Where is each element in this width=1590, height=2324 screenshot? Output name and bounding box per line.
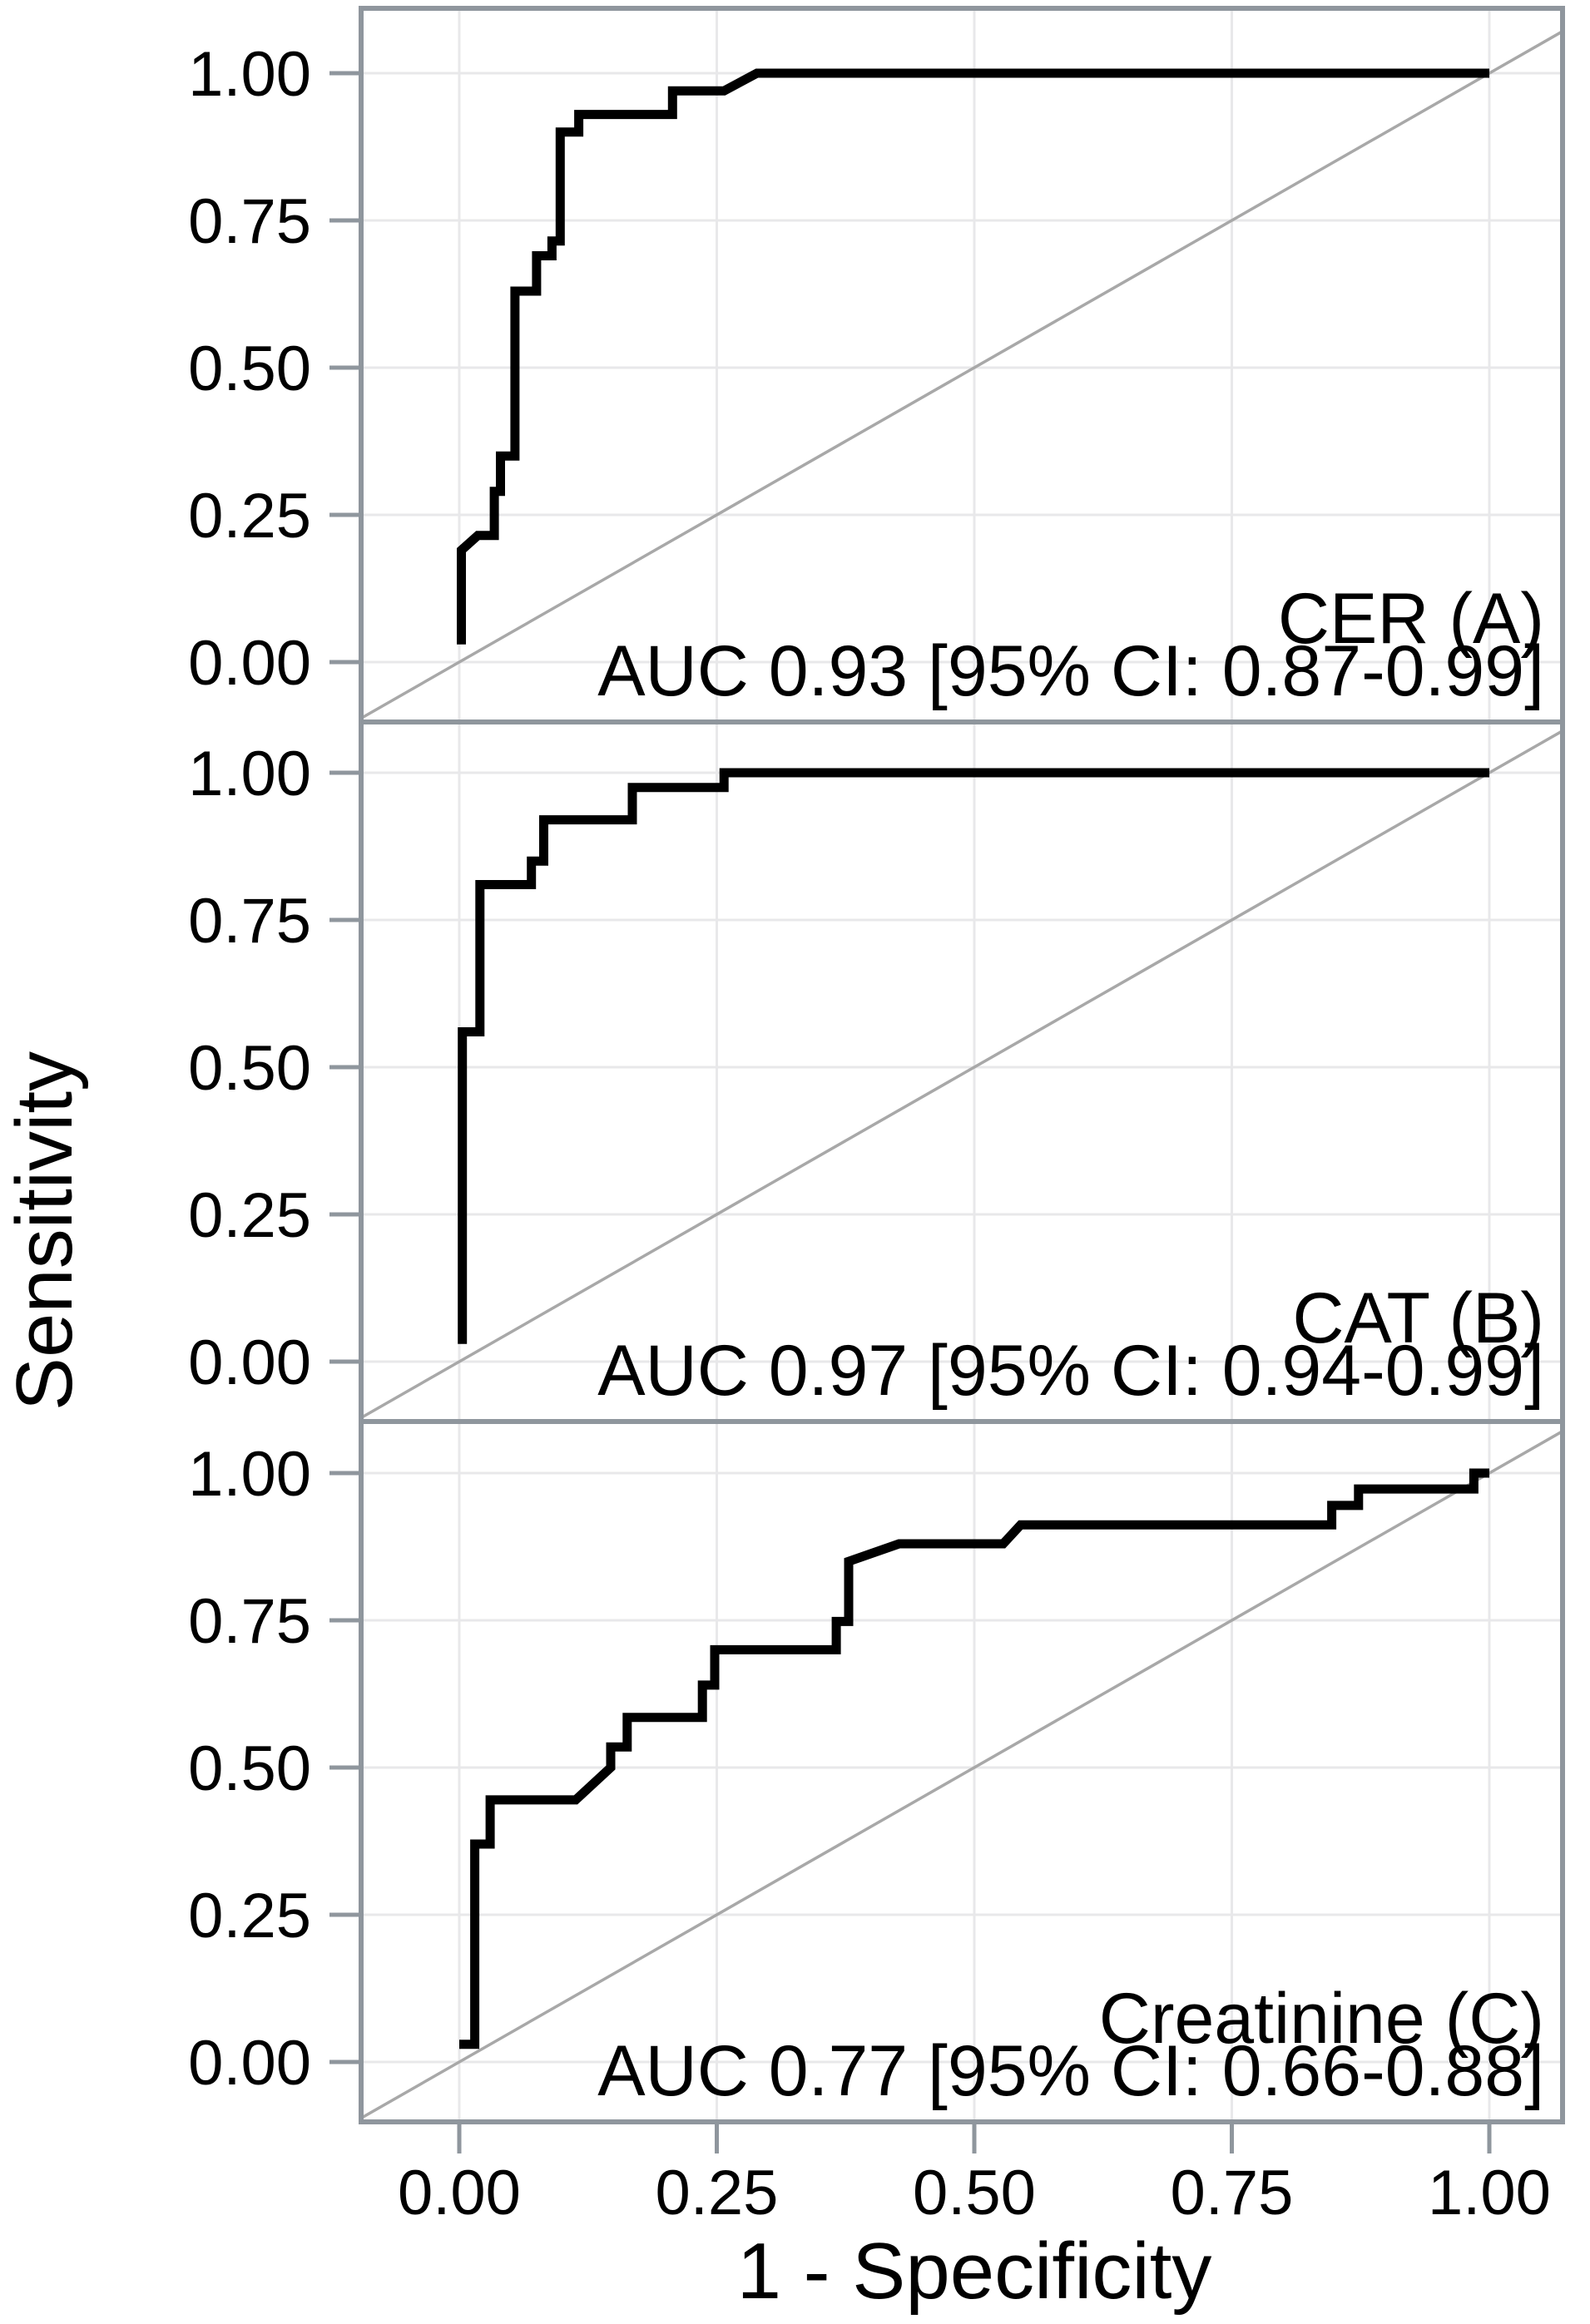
x-tick-label: 1.00 <box>1428 2158 1551 2228</box>
panel-label: CER (A) <box>1278 579 1544 659</box>
y-tick-label: 0.50 <box>188 1033 311 1104</box>
y-tick-label: 0.00 <box>188 1328 311 1398</box>
x-axis: 0.00 0.25 0.50 0.75 1.00 <box>398 2122 1551 2228</box>
y-tick-label: 1.00 <box>188 739 311 809</box>
y-tick-label: 0.75 <box>188 1586 311 1657</box>
x-tick-label: 0.50 <box>913 2158 1036 2228</box>
panels-root: CER (A)AUC 0.93 [95% CI: 0.87-0.99]1.000… <box>188 6 1565 2228</box>
reference-diagonal-line <box>360 729 1563 1420</box>
x-tick-label: 0.25 <box>656 2158 779 2228</box>
y-tick-label: 0.50 <box>188 1733 311 1804</box>
roc-panel-creatinine-c: Creatinine (C)AUC 0.77 [95% CI: 0.66-0.8… <box>188 1419 1565 2124</box>
y-tick-label: 1.00 <box>188 1439 311 1510</box>
reference-diagonal-line <box>360 30 1563 720</box>
x-tick-label: 0.00 <box>398 2158 521 2228</box>
reference-diagonal-line <box>360 1430 1563 2120</box>
x-tick-label: 0.75 <box>1171 2158 1294 2228</box>
y-tick-label: 0.25 <box>188 1180 311 1251</box>
auc-annotation: AUC 0.97 [95% CI: 0.94-0.99] <box>597 1331 1544 1411</box>
roc-curve <box>457 68 1489 645</box>
panel-label: CAT (B) <box>1292 1278 1544 1358</box>
y-tick-label: 0.25 <box>188 481 311 551</box>
roc-panel-cat-b: CAT (B)AUC 0.97 [95% CI: 0.94-0.99] 1.00 0… <box>188 719 1565 1424</box>
y-tick-label: 0.75 <box>188 186 311 257</box>
panel-label: Creatinine (C) <box>1099 1979 1544 2059</box>
auc-annotation: AUC 0.77 [95% CI: 0.66-0.88] <box>597 2031 1544 2111</box>
y-tick-label: 0.00 <box>188 2028 311 2099</box>
y-tick-label: 0.50 <box>188 334 311 404</box>
roc-panel-cer-a: CER (A)AUC 0.93 [95% CI: 0.87-0.99] 1.00 0… <box>188 6 1565 724</box>
y-tick-label: 1.00 <box>188 39 311 110</box>
y-axis-title: Sensitivity <box>0 1051 89 1411</box>
y-tick-label: 0.00 <box>188 628 311 699</box>
panel-border <box>359 1419 1565 2124</box>
auc-annotation: AUC 0.93 [95% CI: 0.87-0.99] <box>597 631 1544 711</box>
roc-curve <box>458 768 1489 1344</box>
roc-curve <box>459 1468 1489 2050</box>
x-axis-title: 1 - Specificity <box>737 2227 1212 2316</box>
y-tick-label: 0.75 <box>188 886 311 957</box>
y-tick-label: 0.25 <box>188 1881 311 1951</box>
